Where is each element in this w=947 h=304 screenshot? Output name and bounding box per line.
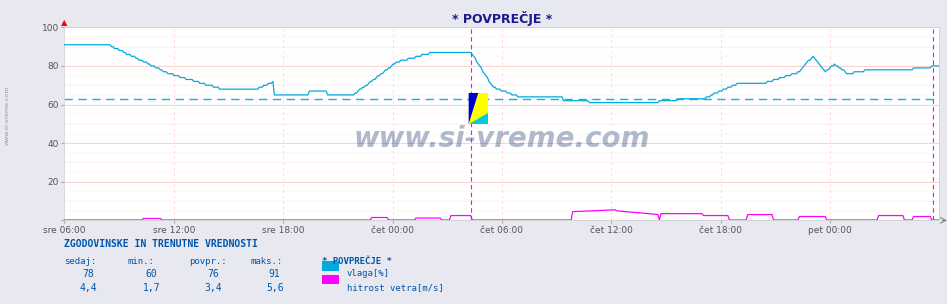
Polygon shape <box>469 113 488 124</box>
Text: 5,6: 5,6 <box>266 283 283 293</box>
Text: ▲: ▲ <box>62 18 67 27</box>
Text: 3,4: 3,4 <box>205 283 222 293</box>
Text: vlaga[%]: vlaga[%] <box>347 269 389 278</box>
Text: 76: 76 <box>207 269 219 279</box>
Polygon shape <box>469 93 488 124</box>
Polygon shape <box>469 93 478 124</box>
Text: 91: 91 <box>269 269 280 279</box>
Text: * POVPREČJE *: * POVPREČJE * <box>322 257 392 266</box>
Text: www.si-vreme.com: www.si-vreme.com <box>353 125 651 153</box>
Text: povpr.:: povpr.: <box>189 257 227 266</box>
Title: * POVPREČJE *: * POVPREČJE * <box>452 11 552 26</box>
Text: min.:: min.: <box>128 257 154 266</box>
Text: 78: 78 <box>82 269 94 279</box>
Text: hitrost vetra[m/s]: hitrost vetra[m/s] <box>347 283 443 292</box>
Text: 60: 60 <box>146 269 157 279</box>
Text: maks.:: maks.: <box>251 257 283 266</box>
Text: ZGODOVINSKE IN TRENUTNE VREDNOSTI: ZGODOVINSKE IN TRENUTNE VREDNOSTI <box>64 239 259 249</box>
Text: 1,7: 1,7 <box>143 283 160 293</box>
Text: 4,4: 4,4 <box>80 283 97 293</box>
Text: www.si-vreme.com: www.si-vreme.com <box>5 86 10 145</box>
Text: sedaj:: sedaj: <box>64 257 97 266</box>
